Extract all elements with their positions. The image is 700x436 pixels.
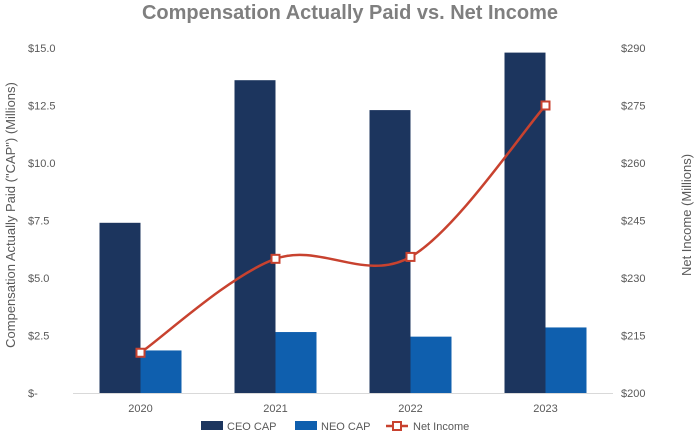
- y-tick-label-right: $245: [621, 216, 645, 228]
- y-tick-label-left: $7.5: [28, 216, 49, 228]
- bar-ceo-cap-2023: [504, 52, 546, 393]
- bar-ceo-cap-2021: [234, 80, 276, 393]
- y-tick-label-left: $15.0: [28, 43, 56, 55]
- bar-neo-cap-2020: [140, 350, 182, 393]
- legend-marker-net-income: [392, 421, 402, 431]
- y-tick-label-left: $-: [28, 388, 38, 400]
- y-tick-label-right: $200: [621, 388, 645, 400]
- x-tick-label-2023: 2023: [533, 403, 557, 415]
- y-tick-label-right: $230: [621, 273, 645, 285]
- point-net-income-2022: [405, 251, 416, 262]
- bar-neo-cap-2023: [545, 327, 587, 393]
- y-tick-label-left: $5.0: [28, 273, 49, 285]
- y-tick-label-right: $215: [621, 331, 645, 343]
- point-net-income-2020: [135, 347, 146, 358]
- y-tick-label-left: $2.5: [28, 331, 49, 343]
- y-tick-label-right: $275: [621, 101, 645, 113]
- y-axis-label-right: Net Income (Millions): [679, 154, 694, 276]
- x-tick-label-2022: 2022: [398, 403, 422, 415]
- legend-swatch-neo-cap: [295, 421, 317, 430]
- bar-neo-cap-2021: [275, 332, 317, 393]
- legend-label-net-income: Net Income: [413, 421, 469, 433]
- point-net-income-2021: [270, 253, 281, 264]
- y-tick-label-right: $290: [621, 43, 645, 55]
- legend-label-neo-cap: NEO CAP: [321, 421, 371, 433]
- bar-ceo-cap-2020: [99, 222, 141, 393]
- y-axis-label-left: Compensation Actually Paid ("CAP") (Mill…: [3, 82, 18, 348]
- y-tick-label-left: $10.0: [28, 158, 56, 170]
- legend-label-ceo-cap: CEO CAP: [227, 421, 277, 433]
- legend: CEO CAP NEO CAP Net Income: [201, 421, 469, 433]
- line-net-income: [139, 104, 547, 354]
- x-tick-label-2021: 2021: [263, 403, 287, 415]
- plot-area: $- $2.5 $5.0 $7.5 $10.0 $12.5 $15.0 $200 $215 $23…: [28, 43, 645, 415]
- y-tick-label-right: $260: [621, 158, 645, 170]
- x-tick-label-2020: 2020: [128, 403, 152, 415]
- bar-neo-cap-2022: [410, 336, 452, 393]
- chart-title: Compensation Actually Paid vs. Net Incom…: [142, 2, 558, 24]
- bar-ceo-cap-2022: [369, 110, 411, 393]
- legend-swatch-ceo-cap: [201, 421, 223, 430]
- point-net-income-2023: [540, 100, 551, 111]
- y-tick-label-left: $12.5: [28, 101, 56, 113]
